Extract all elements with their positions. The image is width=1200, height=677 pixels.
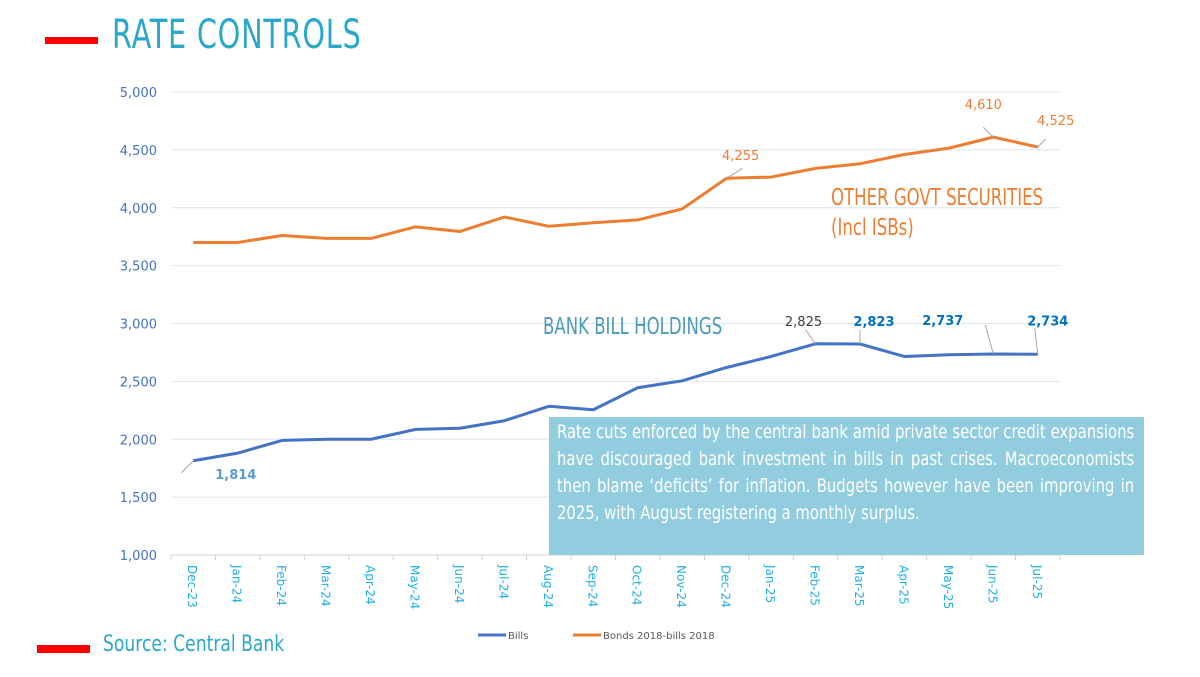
y-tick-label: 4,500 [120, 144, 157, 159]
y-tick-label: 2,500 [120, 375, 157, 390]
y-tick-label: 3,500 [120, 260, 157, 275]
x-tick-label: Dec-24 [719, 565, 733, 608]
y-axis-ticks: 1,000 1,500 2,000 2,500 3,000 3,500 4,000 4,500… [120, 86, 157, 564]
y-tick-label: 1,000 [120, 549, 157, 564]
legend: Bills Bonds 2018-bills 2018 [478, 631, 715, 642]
data-label: 2,737 [922, 314, 963, 329]
x-tick-label: Feb-24 [274, 565, 288, 606]
x-tick-label: Feb-25 [808, 565, 822, 606]
x-tick-label: May-25 [941, 565, 955, 609]
source-note: Source: Central Bank [103, 632, 285, 657]
x-tick-label: Mar-25 [852, 565, 866, 606]
page-title: RATE CONTROLS [112, 12, 362, 58]
y-tick-label: 2,000 [120, 433, 157, 448]
x-tick-label: Jan-25 [763, 564, 777, 603]
bonds-series-annotation: OTHER GOVT SECURITIES (Incl ISBs) [831, 183, 1043, 243]
leader-line [1037, 138, 1047, 148]
x-tick-label: Apr-24 [363, 565, 377, 605]
y-tick-label: 5,000 [120, 86, 157, 101]
commentary-box: Rate cuts enforced by the central bank a… [549, 417, 1144, 555]
leader-line [180, 460, 194, 474]
x-tick-label: Apr-25 [896, 565, 910, 605]
x-tick-label: Sep-24 [585, 565, 599, 607]
bills-series-annotation: BANK BILL HOLDINGS [543, 314, 723, 340]
data-label: 4,610 [965, 98, 1002, 113]
title-accent-bar [45, 37, 98, 44]
y-tick-label: 1,500 [120, 491, 157, 506]
series-line [192, 342, 1038, 463]
y-tick-label: 3,000 [120, 318, 157, 333]
data-label: 2,734 [1027, 314, 1068, 329]
x-tick-label: Jan-24 [230, 564, 244, 603]
x-tick-label: Dec-23 [185, 565, 199, 608]
leader-line [726, 167, 743, 179]
y-tick-label: 4,000 [120, 202, 157, 217]
x-tick-label: Jun-25 [985, 564, 999, 603]
x-tick-label: Jul-24 [496, 564, 510, 599]
x-tick-label: Oct-24 [630, 565, 644, 605]
data-label: 4,255 [722, 149, 759, 164]
x-tick-label: Mar-24 [319, 565, 333, 606]
data-label: 4,525 [1037, 114, 1074, 129]
legend-label: Bonds 2018-bills 2018 [603, 631, 715, 642]
leader-line [1034, 328, 1039, 355]
leader-line [984, 324, 994, 355]
source-accent-bar [37, 645, 90, 653]
x-tick-label: Nov-24 [674, 565, 688, 608]
bonds-annotation-line2: (Incl ISBs) [831, 215, 914, 241]
x-tick-label: Jun-24 [452, 564, 466, 603]
series-lines [192, 135, 1039, 463]
x-axis: Dec-23 Jan-24 Feb-24 Mar-24 Apr-24 May-24 Jun-… [170, 554, 1061, 609]
commentary-text: Rate cuts enforced by the central bank a… [557, 421, 1135, 524]
data-label-leaders [180, 126, 1047, 474]
leader-line [805, 329, 816, 345]
data-label: 1,814 [215, 468, 256, 483]
legend-label: Bills [508, 631, 528, 642]
data-labels: 1,814 2,825 2,823 2,737 2,734 4,255 4,610 4,525 [215, 98, 1074, 483]
leader-line [982, 126, 994, 138]
x-tick-label: May-24 [407, 565, 421, 609]
series-line [193, 135, 1039, 244]
x-tick-label: Aug-24 [541, 565, 555, 608]
x-tick-label: Jul-25 [1030, 564, 1044, 599]
bonds-annotation-line1: OTHER GOVT SECURITIES [831, 185, 1044, 211]
data-label: 2,825 [785, 315, 822, 330]
data-label: 2,823 [853, 315, 894, 330]
